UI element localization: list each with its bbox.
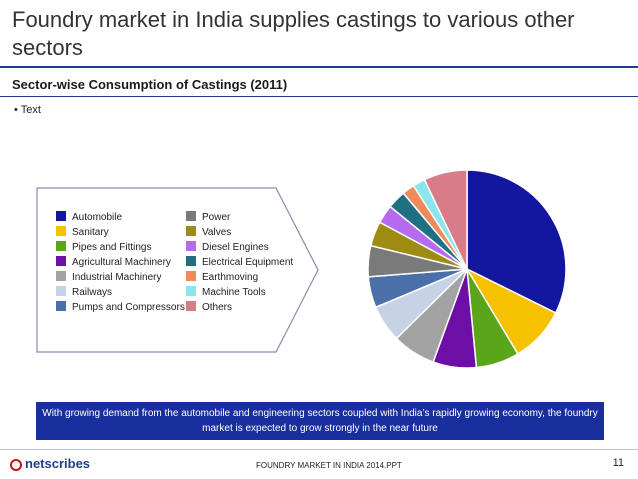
pie-slice: [466, 169, 567, 314]
subtitle-rule: [0, 96, 638, 97]
legend-label: Others: [202, 302, 233, 313]
legend-item: Others: [186, 301, 232, 315]
legend-item: Earthmoving: [186, 271, 258, 285]
legend-item: Valves: [186, 226, 231, 240]
legend-swatch: [56, 226, 66, 237]
legend-swatch: [56, 241, 66, 252]
legend-label: Sanitary: [72, 227, 109, 238]
netscribes-logo: netscribes: [10, 456, 90, 471]
legend-swatch: [186, 286, 196, 297]
legend-swatch: [56, 211, 66, 222]
legend-label: Electrical Equipment: [202, 257, 294, 268]
footer-document-name: FOUNDRY MARKET IN INDIA 2014.PPT: [256, 461, 402, 470]
legend-swatch: [186, 301, 196, 312]
slide-title: Foundry market in India supplies casting…: [12, 7, 575, 60]
legend-item: Agricultural Machinery: [56, 256, 171, 270]
legend-item: Pumps and Compressors: [56, 301, 185, 315]
logo-mark-icon: [10, 458, 22, 471]
logo-text: netscribes: [25, 456, 91, 471]
legend-label: Diesel Engines: [202, 242, 269, 253]
legend-item: Power: [186, 211, 230, 225]
legend-arrow-outline: [36, 187, 319, 353]
legend-label: Machine Tools: [202, 287, 266, 298]
pie-slice: [423, 169, 468, 270]
legend-swatch: [186, 211, 196, 222]
legend-label: Railways: [72, 287, 113, 298]
legend-item: Automobile: [56, 211, 122, 225]
legend-swatch: [56, 271, 66, 282]
legend-item: Railways: [56, 286, 112, 300]
chart-legend: Automobile Sanitary Pipes and Fittings Agri…: [36, 187, 319, 353]
legend-label: Valves: [202, 227, 232, 238]
legend-label: Agricultural Machinery: [72, 257, 171, 268]
footer-divider: [0, 449, 638, 450]
legend-item: Sanitary: [56, 226, 109, 240]
legend-swatch: [186, 241, 196, 252]
conclusion-banner: With growing demand from the automobile …: [36, 402, 604, 440]
legend-swatch: [56, 256, 66, 267]
legend-swatch: [186, 256, 196, 267]
legend-label: Pumps and Compressors: [72, 302, 185, 313]
pie-chart: [367, 169, 567, 369]
legend-swatch: [56, 301, 66, 312]
legend-swatch: [186, 271, 196, 282]
legend-label: Industrial Machinery: [72, 272, 162, 283]
legend-item: Pipes and Fittings: [56, 241, 152, 255]
legend-swatch: [56, 286, 66, 297]
legend-item: Diesel Engines: [186, 241, 269, 255]
bullet-text: • Text: [14, 104, 41, 116]
chart-subtitle: Sector-wise Consumption of Castings (201…: [12, 77, 288, 92]
legend-item: Industrial Machinery: [56, 271, 161, 285]
legend-label: Pipes and Fittings: [72, 242, 152, 253]
title-rule: [0, 66, 638, 68]
legend-swatch: [186, 226, 196, 237]
legend-label: Automobile: [72, 212, 123, 223]
page-number: 11: [612, 457, 624, 469]
legend-label: Power: [202, 212, 231, 223]
legend-item: Electrical Equipment: [186, 256, 293, 270]
legend-label: Earthmoving: [202, 272, 259, 283]
legend-item: Machine Tools: [186, 286, 266, 300]
